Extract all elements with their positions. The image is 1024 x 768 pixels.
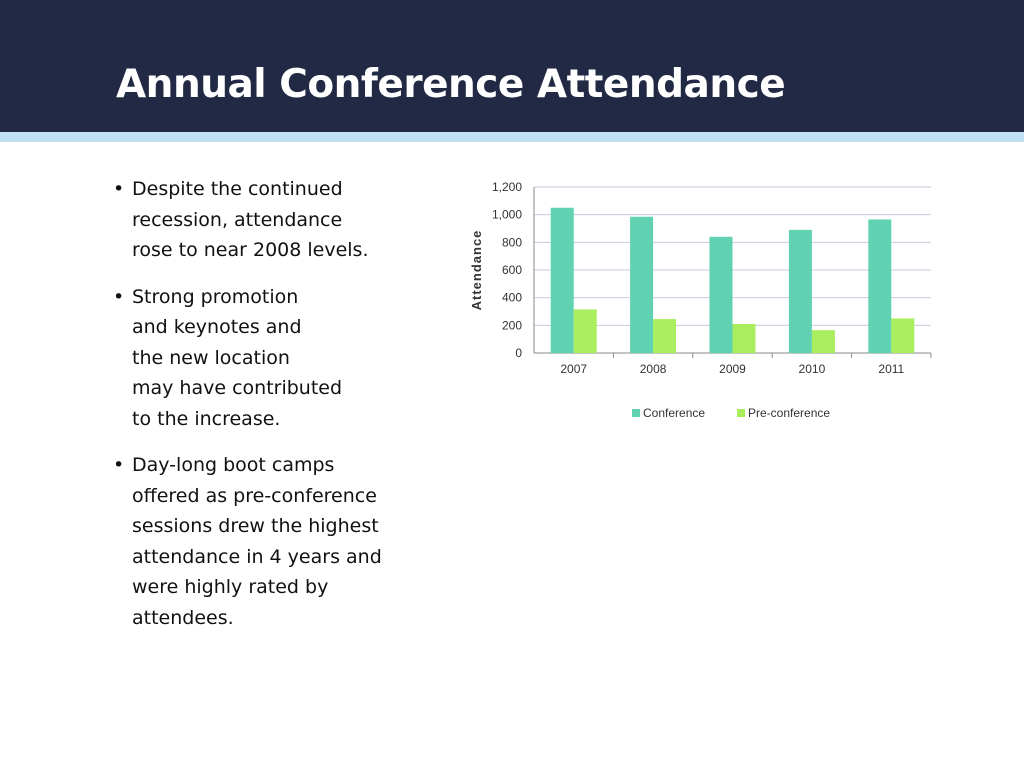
bar-conference-2009 bbox=[709, 236, 733, 353]
legend-label: Pre-conference bbox=[748, 406, 830, 420]
y-tick-label: 0 bbox=[515, 346, 522, 360]
bar-pre-conference-2007 bbox=[573, 309, 597, 353]
bar-pre-conference-2011 bbox=[891, 318, 915, 353]
legend-swatch-pre-conference bbox=[737, 409, 745, 417]
bullet-list: • Despite the continued recession, attend… bbox=[110, 174, 420, 649]
x-tick-label: 2007 bbox=[560, 362, 587, 376]
bullet-item: • Despite the continued recession, attend… bbox=[110, 174, 420, 266]
bullet-icon: • bbox=[113, 178, 125, 200]
y-axis-label: Attendance bbox=[469, 230, 484, 311]
bar-pre-conference-2008 bbox=[653, 319, 677, 353]
bullet-icon: • bbox=[113, 285, 125, 308]
bar-pre-conference-2009 bbox=[732, 323, 756, 353]
x-tick-label: 2010 bbox=[799, 362, 826, 376]
bullet-item: • Day-long boot camps offered as pre-conf… bbox=[110, 450, 420, 633]
bar-conference-2011 bbox=[868, 219, 892, 353]
title-divider-stripe bbox=[0, 132, 1024, 142]
y-tick-label: 400 bbox=[502, 291, 522, 305]
bar-conference-2007 bbox=[550, 207, 574, 353]
bullet-item: • Strong promotion and keynotes and the n… bbox=[110, 282, 420, 435]
page-title: Annual Conference Attendance bbox=[116, 62, 786, 107]
bar-conference-2010 bbox=[788, 229, 812, 353]
bullet-text: Despite the continued recession, attenda… bbox=[132, 178, 369, 261]
x-tick-label: 2011 bbox=[878, 362, 904, 376]
y-tick-label: 1,200 bbox=[492, 180, 522, 194]
y-tick-label: 800 bbox=[502, 235, 522, 249]
bullet-text: Strong promotion and keynotes and the ne… bbox=[132, 285, 343, 430]
bar-conference-2008 bbox=[630, 216, 654, 353]
title-bar: Annual Conference Attendance bbox=[0, 0, 1024, 132]
y-tick-label: 200 bbox=[502, 318, 522, 332]
x-tick-label: 2008 bbox=[640, 362, 667, 376]
y-tick-label: 600 bbox=[502, 263, 522, 277]
bar-pre-conference-2010 bbox=[811, 330, 835, 353]
legend-label: Conference bbox=[643, 406, 705, 420]
attendance-bar-chart: 0 200 400 600 800 1,000 1,200 Attendance 2007 200… bbox=[469, 180, 932, 420]
y-tick-label: 1,000 bbox=[492, 208, 522, 222]
bullet-icon: • bbox=[113, 454, 125, 476]
bullet-text: Day-long boot camps offered as pre-confe… bbox=[132, 454, 382, 629]
x-tick-label: 2009 bbox=[719, 362, 746, 376]
legend-swatch-conference bbox=[632, 409, 640, 417]
